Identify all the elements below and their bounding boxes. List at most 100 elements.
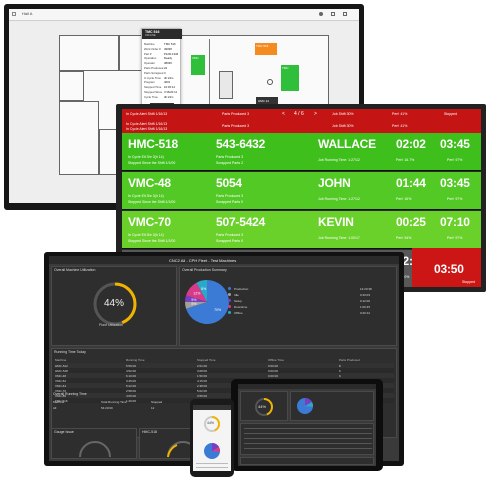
legend-swatch <box>228 287 231 290</box>
panel-title: Overall Running Time <box>53 392 87 396</box>
table-row[interactable] <box>54 363 394 368</box>
room-d <box>59 101 99 175</box>
bottom-cell: All <box>53 406 57 410</box>
part-number: 5054 <box>216 176 242 190</box>
machine-orange-box[interactable]: TMC 516 <box>255 43 277 55</box>
table-row[interactable] <box>54 373 394 378</box>
bottom-col: Machine <box>53 400 65 404</box>
panel-title: Overall Machine Utilization <box>54 268 96 272</box>
prev-page-button[interactable]: < <box>282 111 285 117</box>
popup-row-value: 16:45:14 <box>164 85 175 90</box>
pie-slice <box>186 282 207 302</box>
table-cell: 6 <box>339 368 341 373</box>
row-detail: Perf: 97% <box>447 197 463 201</box>
room-c <box>59 71 84 101</box>
tablet-gauge-panel: 44% <box>240 391 288 421</box>
legend-value: 0:40:03 <box>360 292 371 297</box>
table-cell: 8 <box>339 363 341 368</box>
hall-tab[interactable]: Hall A <box>22 11 33 16</box>
table-cell: 5:02:00 <box>197 388 208 393</box>
table-row[interactable] <box>54 368 394 373</box>
phone-gauge <box>204 416 220 432</box>
menu-icon[interactable] <box>12 12 16 16</box>
strip-text: Perf: 41% <box>392 124 408 128</box>
machine-green-box[interactable]: VMC <box>191 55 205 75</box>
table-cell: TMC-516 <box>55 398 68 403</box>
table-cell: 2:38:00 <box>197 383 208 388</box>
download-icon[interactable] <box>331 12 335 16</box>
phone-screen: 44% <box>193 405 231 471</box>
popup-row-key: Operator <box>144 61 156 66</box>
next-page-button[interactable]: > <box>314 111 317 117</box>
page-indicator: 4 / 6 <box>294 111 304 117</box>
status-header: In Cycle Alert Shift 1/16/13 Parts Produ… <box>122 109 481 120</box>
utilization-panel: Overall Machine Utilization 44% Plant Ut… <box>51 266 177 346</box>
table-cell: VMC-48 <box>55 373 67 378</box>
machine-row[interactable]: VMC-70 507-5424 KEVIN 00:25 07:10 In Cycle El… <box>122 211 481 249</box>
machine-name: VMC-70 <box>128 215 171 229</box>
machine-dark-box[interactable]: HMC 12 <box>256 97 278 107</box>
gauge-panel-left: Gauge Issue <box>51 428 137 459</box>
settings-icon[interactable] <box>343 12 347 16</box>
dashboard-title: CNC2 All - CPH Fleet - Test Machines <box>169 258 237 263</box>
table-row[interactable] <box>54 393 394 398</box>
utilization-label: Plant Utilization <box>99 323 124 327</box>
utilization-value: 44% <box>104 298 125 309</box>
stopped-block: 03:50 Stopped <box>412 248 481 287</box>
part-number: 507-5424 <box>216 215 266 229</box>
table-row[interactable] <box>54 378 394 383</box>
machine-row[interactable]: VMC-48 5054 JOHN 01:44 03:45 In Cycle Elt 3hr… <box>122 172 481 210</box>
machine-green-box-right[interactable]: TMC <box>281 65 299 91</box>
gear-icon[interactable] <box>319 12 323 16</box>
pie-label: 12% <box>193 292 200 296</box>
table-cell: 4:52:00 <box>126 368 137 373</box>
pie-slice <box>185 295 207 302</box>
popup-row-value: 4h:24m <box>164 75 174 80</box>
table-cell: VMC-70 <box>55 388 67 393</box>
machine-popup: TMC 516 OFFLINE Machine TMC 516 Work Order… <box>141 28 182 112</box>
pie-slice <box>196 280 207 302</box>
shift-time: 03:45 <box>440 137 470 151</box>
strip-text: Job Shift 30% <box>332 124 354 128</box>
strip-text: Parts Produced 3 <box>222 124 250 128</box>
popup-row-key: Part # <box>144 51 152 56</box>
red-alert-strip: In Cycle Alert Shift 1/16/13 In Cycle Al… <box>122 120 481 133</box>
tablet-titlebar <box>238 384 376 389</box>
shift-time: 07:10 <box>440 215 470 229</box>
machine-row[interactable]: HMC-518 543-6432 WALLACE 02:02 03:45 In Cycle… <box>122 133 481 171</box>
table-row[interactable] <box>54 383 394 388</box>
legend-value: 1:00:45 <box>360 304 371 309</box>
popup-row-value: 4601 <box>164 80 171 85</box>
pie-label: 8% <box>201 287 206 291</box>
popup-row-value: 7/16/20 11 <box>164 90 178 94</box>
row-detail: Parts Produced 3 <box>216 233 244 237</box>
table-cell: 2:01:00 <box>197 363 208 368</box>
part-number: 543-6432 <box>216 137 266 151</box>
floorplan-toolbar: Hall A <box>9 9 359 21</box>
table-header: Running Time <box>126 358 145 362</box>
panel-title: HMC-518 <box>142 430 157 434</box>
shift-time: 03:45 <box>440 176 470 190</box>
tablet-pie <box>297 397 314 414</box>
header-parts-text: Parts Produced 3 <box>222 112 250 116</box>
popup-row-key: Stopped Since <box>144 90 163 94</box>
table-cell: VMC-52 <box>55 378 67 383</box>
floor-line <box>209 39 210 139</box>
row-detail: Perf: 97% <box>447 158 463 162</box>
legend-name: Offline <box>234 310 243 315</box>
popup-row-key: Machine <box>144 42 155 46</box>
machine-name: VMC-48 <box>128 176 171 190</box>
table-row[interactable] <box>54 388 394 393</box>
tablet-footer <box>240 457 374 465</box>
operator-name: KEVIN <box>318 215 354 229</box>
row-detail: Scrapped Parts 0 <box>216 200 244 204</box>
mini-gauge <box>79 441 111 458</box>
machine-marker-icon <box>267 79 273 85</box>
popup-row-key: Cycle Time <box>144 94 158 99</box>
summary-panel: Overall Production Summary 70% 5% 5% 12% 8% … <box>179 266 397 346</box>
tablet-util-value: 44% <box>258 404 267 409</box>
bottom-col: Stopped <box>151 400 163 404</box>
row-detail: In Cycle Elt 3hr 3(h 14) <box>128 155 164 159</box>
table-cell: 3:08:00 <box>197 368 208 373</box>
table-cell: 2:58:00 <box>126 388 137 393</box>
